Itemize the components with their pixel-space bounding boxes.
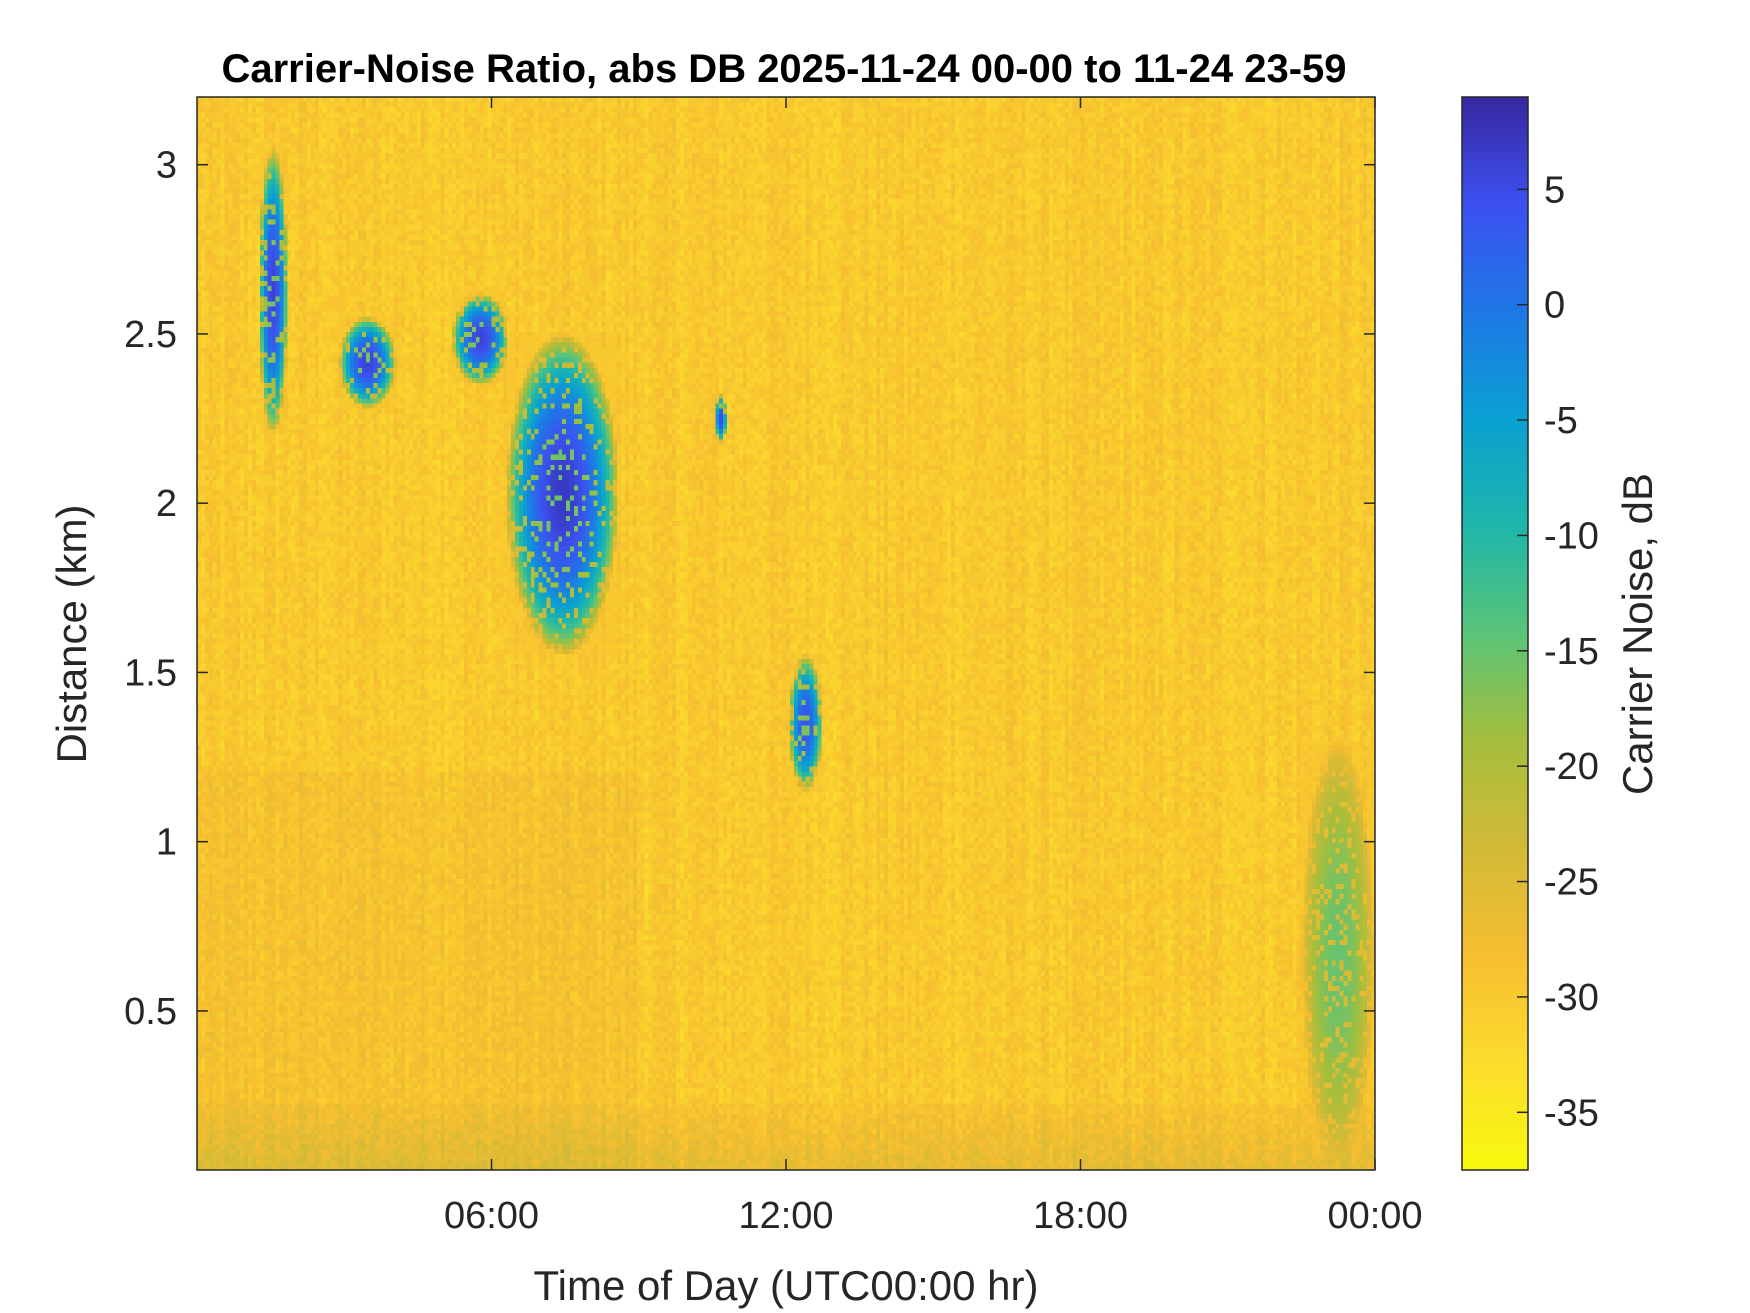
colorbar-tick-label: -5	[1544, 400, 1578, 442]
y-tick-label: 3	[156, 145, 177, 187]
x-tick-label: 12:00	[738, 1195, 833, 1237]
x-tick-label: 06:00	[444, 1195, 539, 1237]
colorbar: 5 0 -5 -10 -15 -20 -25 -30 -35 Carrier Noise, dB	[1461, 96, 1661, 1171]
chart-title: Carrier-Noise Ratio, abs DB 2025-11-24 0…	[221, 47, 1346, 91]
colorbar-gradient	[1461, 96, 1529, 1171]
y-axis-label: Distance (km)	[48, 504, 95, 763]
x-axis-ticks: 06:00 12:00 18:00 00:00	[444, 97, 1423, 1237]
heatmap-image	[197, 97, 1375, 1170]
plot-area: 06:00 12:00 18:00 00:00 0.5 1 1.5 2 2.5 3	[124, 96, 1423, 1237]
colorbar-tick-label: -30	[1544, 977, 1599, 1019]
x-axis-label: Time of Day (UTC00:00 hr)	[534, 1262, 1039, 1309]
colorbar-tick-label: -35	[1544, 1092, 1599, 1134]
y-tick-label: 1	[156, 822, 177, 864]
colorbar-tick-label: -25	[1544, 862, 1599, 904]
colorbar-label: Carrier Noise, dB	[1614, 473, 1661, 795]
colorbar-tick-label: 0	[1544, 285, 1565, 327]
colorbar-ticks: 5 0 -5 -10 -15 -20 -25 -30 -35	[1517, 169, 1599, 1134]
x-tick-label: 00:00	[1327, 1195, 1422, 1237]
colorbar-tick-label: -10	[1544, 515, 1599, 557]
colorbar-tick-label: -15	[1544, 631, 1599, 673]
y-tick-label: 2	[156, 483, 177, 525]
colorbar-tick-label: 5	[1544, 169, 1565, 211]
colorbar-tick-label: -20	[1544, 746, 1599, 788]
y-tick-label: 0.5	[124, 991, 177, 1033]
x-tick-label: 18:00	[1033, 1195, 1128, 1237]
y-axis-ticks: 0.5 1 1.5 2 2.5 3	[124, 145, 1375, 1033]
y-tick-label: 1.5	[124, 652, 177, 694]
y-tick-label: 2.5	[124, 314, 177, 356]
